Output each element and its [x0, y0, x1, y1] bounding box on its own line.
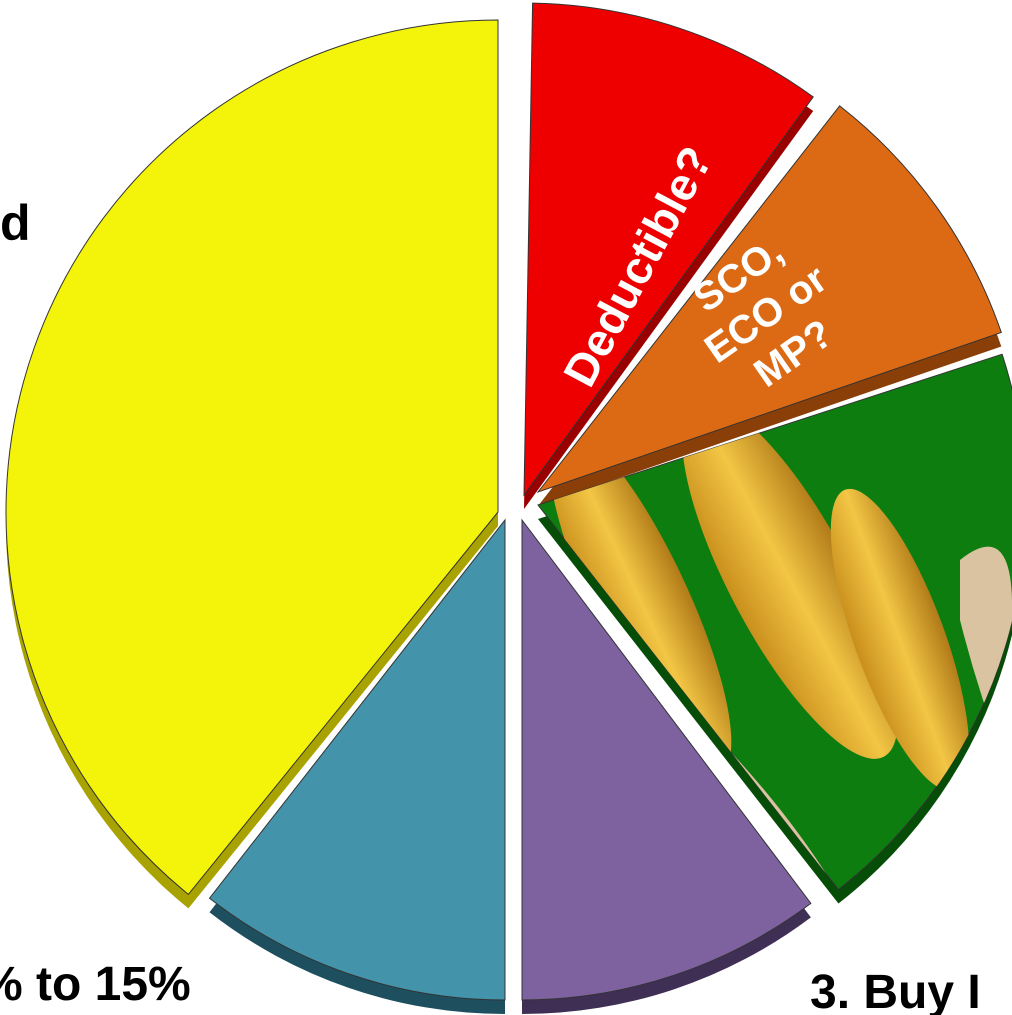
yellow-slice	[5, 19, 499, 896]
purple-slice	[521, 518, 812, 1001]
left-top-label: d	[0, 195, 31, 251]
orange-slice	[536, 105, 1002, 494]
pie	[5, 2, 1012, 1014]
teal-slice	[208, 518, 506, 1001]
right-bottom-label: 3. Buy I	[810, 966, 981, 1015]
left-bottom-label: % to 15%	[0, 958, 191, 1011]
red-slice	[523, 2, 814, 497]
